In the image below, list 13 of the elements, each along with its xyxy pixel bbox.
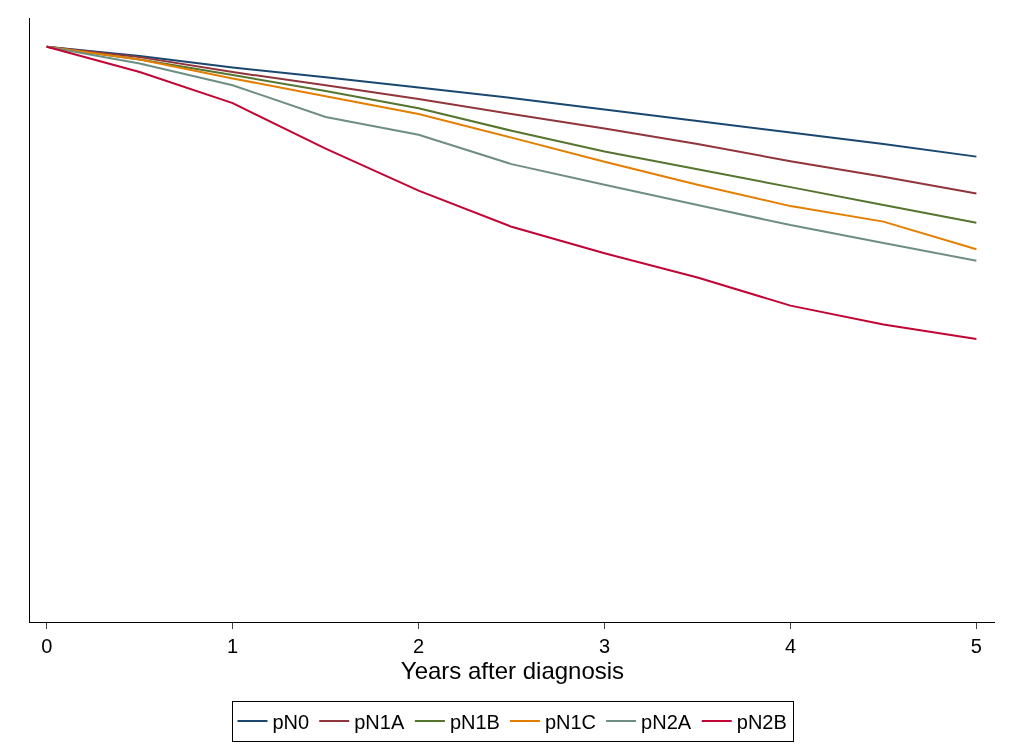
legend-label: pN1C <box>544 710 597 733</box>
legend-label: pN2A <box>641 710 692 733</box>
x-tick-label: 2 <box>413 635 425 657</box>
x-tick-label: 5 <box>970 635 982 657</box>
x-tick-label: 0 <box>41 635 53 657</box>
legend-label: pN1B <box>449 710 500 733</box>
x-axis-title: Years after diagnosis <box>400 657 625 684</box>
legend-label: pN2B <box>736 710 787 733</box>
legend-label: pN1A <box>354 710 405 733</box>
x-tick-label: 1 <box>227 635 239 657</box>
x-tick-label: 4 <box>784 635 797 657</box>
x-tick-label: 3 <box>598 635 611 657</box>
legend-label: pN0 <box>272 710 310 733</box>
